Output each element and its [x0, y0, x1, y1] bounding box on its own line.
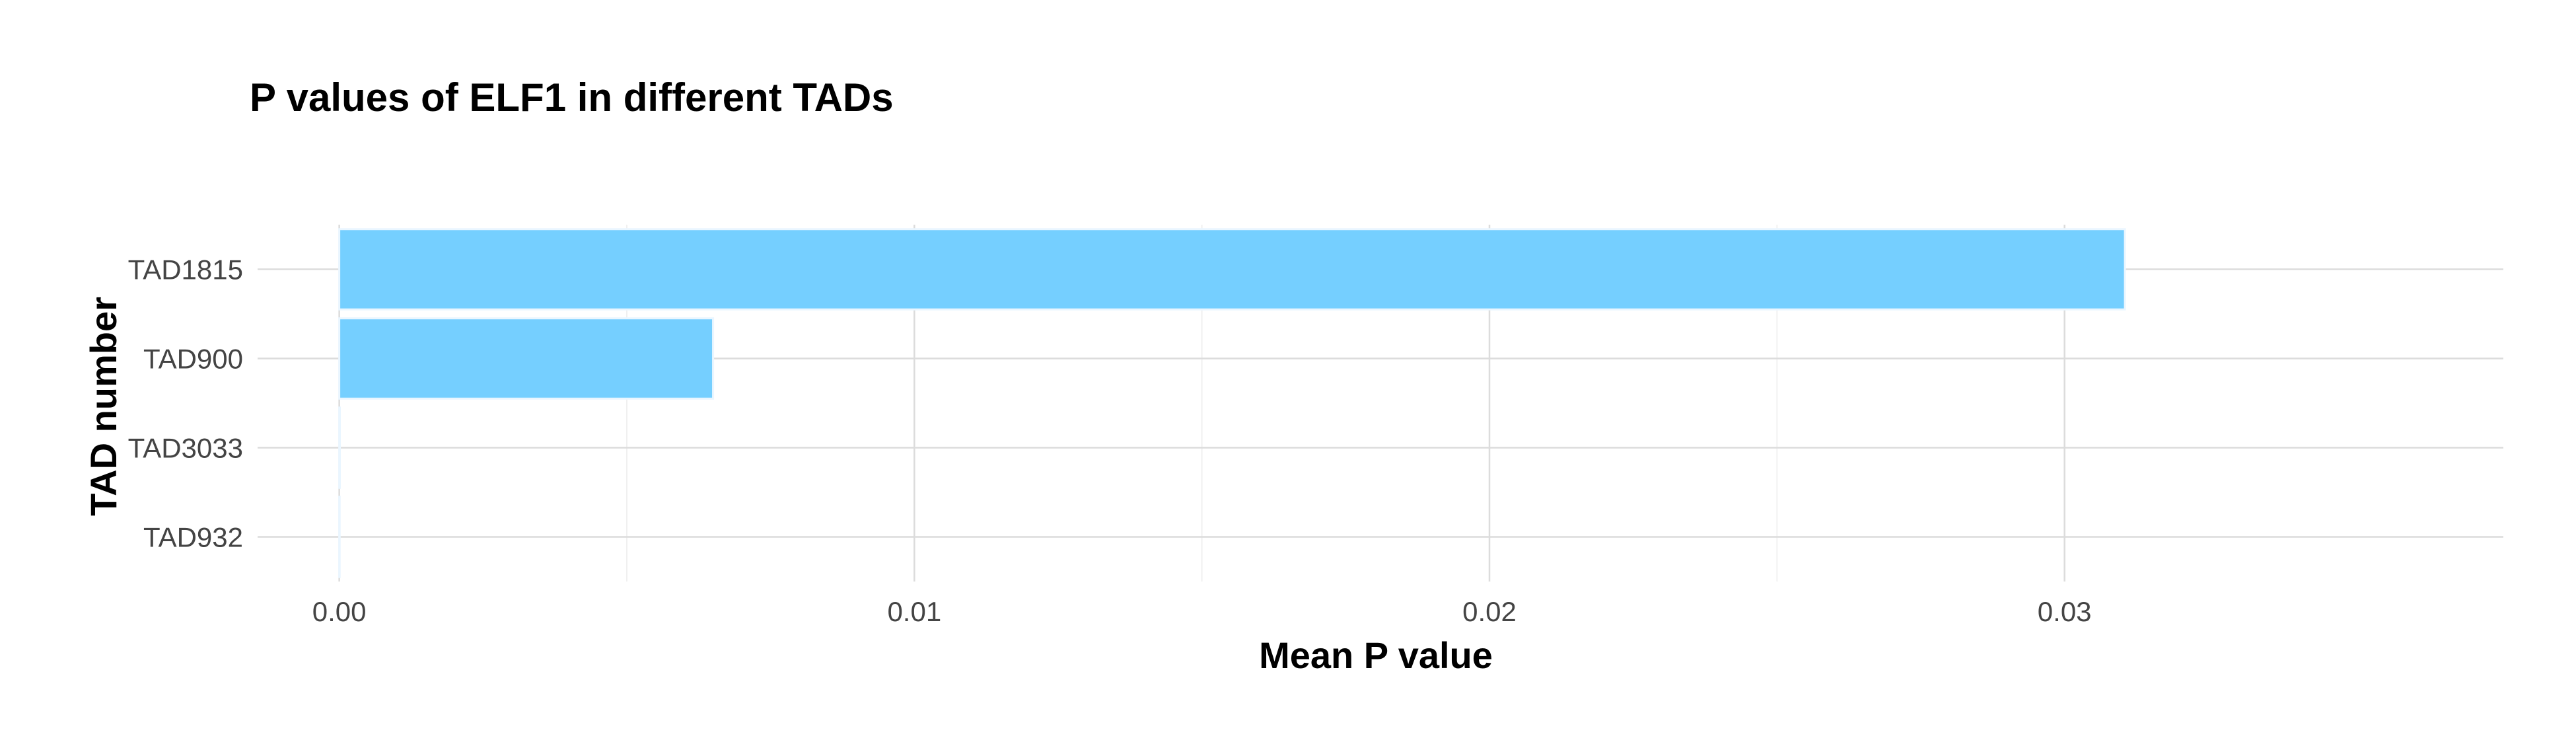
x-tick-label: 0.02: [1462, 596, 1517, 627]
x-axis-ticks: 0.00 0.01 0.02 0.03: [312, 596, 2092, 627]
y-axis-ticks: TAD1815 TAD900 TAD3033 TAD932: [128, 254, 243, 553]
y-tick-label: TAD3033: [128, 433, 243, 464]
y-tick-label: TAD932: [143, 522, 243, 553]
x-axis-label: Mean P value: [1259, 634, 1493, 676]
x-tick-label: 0.01: [887, 596, 941, 627]
y-tick-label: TAD1815: [128, 254, 243, 285]
y-axis-label: TAD number: [83, 297, 124, 516]
x-tick-label: 0.03: [2038, 596, 2092, 627]
bars: [338, 228, 2126, 578]
chart-title: P values of ELF1 in different TADs: [250, 75, 894, 120]
bar-tad900: [338, 317, 715, 400]
x-tick-label: 0.00: [312, 596, 367, 627]
y-tick-label: TAD900: [143, 344, 243, 375]
bar-tad1815: [338, 228, 2126, 311]
